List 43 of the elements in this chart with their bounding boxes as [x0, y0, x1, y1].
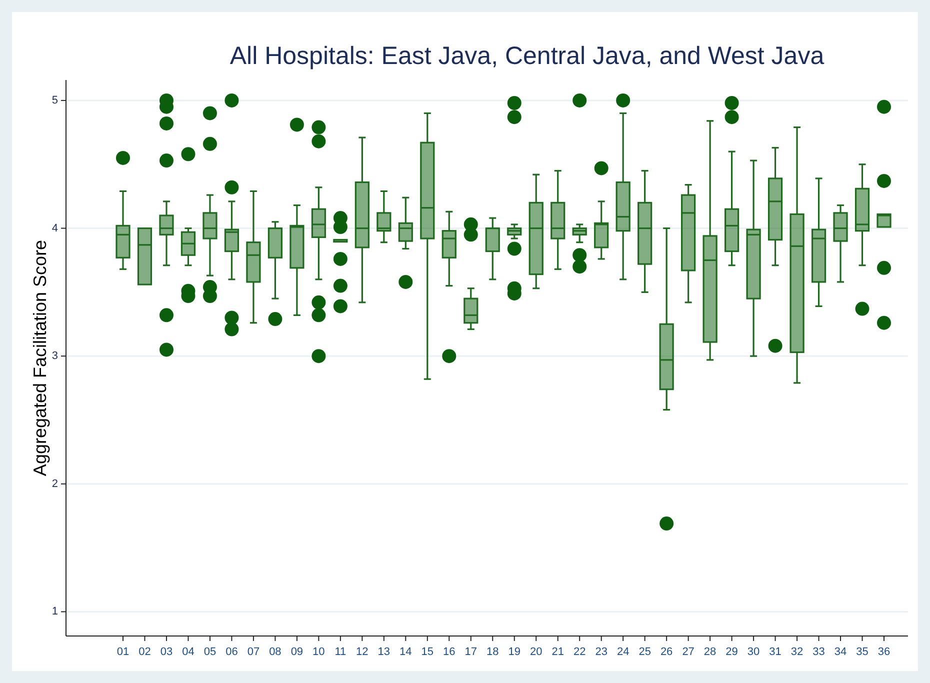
x-tick-label: 34: [834, 646, 847, 658]
y-tick-label: 2: [52, 478, 58, 490]
y-tick-label: 1: [52, 606, 58, 618]
x-tick-label: 20: [530, 646, 542, 658]
x-tick-label: 08: [269, 646, 282, 658]
x-tick-label: 16: [443, 646, 456, 658]
x-tick-label: 24: [616, 646, 630, 658]
x-tick-label: 22: [573, 646, 586, 658]
y-axis-title: Aggregated Facilitation Score: [30, 240, 50, 476]
x-tick-label: 06: [226, 646, 238, 658]
y-tick-label: 5: [52, 94, 58, 106]
x-tick-label: 04: [182, 646, 194, 658]
x-tick-label: 05: [204, 646, 216, 658]
x-tick-label: 15: [421, 646, 434, 658]
x-tick-label: 31: [769, 646, 782, 658]
x-tick-label: 17: [464, 646, 478, 658]
x-tick-label: 07: [247, 646, 260, 658]
x-tick-label: 30: [747, 646, 760, 658]
x-tick-label: 09: [290, 646, 304, 658]
x-tick-label: 29: [726, 646, 738, 658]
x-tick-label: 35: [856, 646, 868, 658]
x-tick-label: 13: [378, 646, 390, 658]
x-tick-label: 36: [878, 646, 890, 658]
x-tick-label: 11: [334, 646, 346, 658]
x-tick-label: 03: [160, 646, 173, 658]
y-tick-label: 4: [52, 222, 58, 234]
x-tick-label: 12: [356, 646, 368, 658]
x-tick-label: 27: [682, 646, 694, 658]
x-tick-label: 01: [116, 646, 130, 658]
x-tick-label: 14: [400, 646, 412, 658]
x-tick-label: 28: [704, 646, 716, 658]
x-tick-label: 02: [138, 646, 151, 658]
x-tick-label: 23: [595, 646, 608, 658]
x-tick-label: 26: [660, 646, 673, 658]
x-tick-label: 19: [508, 646, 520, 658]
x-tick-label: 32: [790, 646, 804, 658]
y-tick-label: 3: [52, 350, 58, 362]
x-tick-label: 33: [812, 646, 825, 658]
x-tick-label: 18: [486, 646, 499, 658]
x-tick-label: 21: [552, 646, 564, 658]
x-tick-label: 10: [312, 646, 325, 658]
x-tick-label: 25: [638, 646, 651, 658]
chart-title: All Hospitals: East Java, Central Java, and West Java: [230, 42, 824, 70]
